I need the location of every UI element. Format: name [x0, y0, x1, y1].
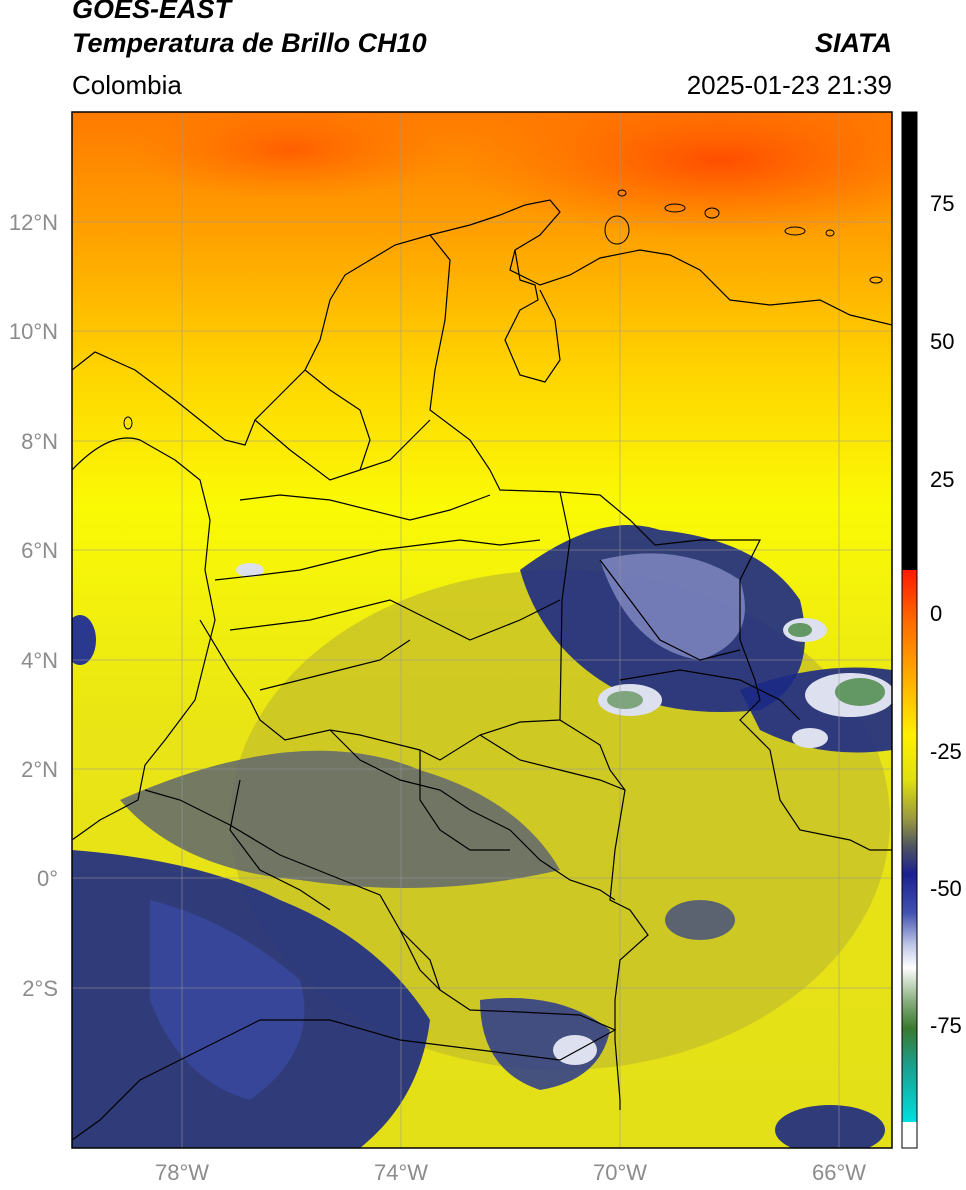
- longitude-labels: 78°W 74°W 70°W 66°W: [155, 1160, 866, 1185]
- country-borders: [72, 199, 892, 1141]
- colorbar-tick: 25: [930, 467, 954, 492]
- colorbar-white-segment: [902, 1122, 917, 1148]
- lon-label: 66°W: [812, 1160, 866, 1185]
- lat-label: 10°N: [9, 319, 58, 344]
- product-title: Temperatura de Brillo CH10: [72, 28, 427, 58]
- colorbar-tick: -50: [930, 876, 962, 901]
- temperature-field: [72, 112, 892, 1148]
- map-frame: [71, 111, 893, 1149]
- lat-label: 0°: [37, 866, 58, 891]
- lat-label: 6°N: [21, 538, 58, 563]
- colorbar-ticks: 75 50 25 0 -25 -50 -75: [930, 191, 962, 1038]
- colorbar-gradient: [902, 570, 917, 1122]
- lat-label: 8°N: [21, 429, 58, 454]
- colorbar-tick: 75: [930, 191, 954, 216]
- region-label: Colombia: [72, 70, 182, 100]
- lat-label: 4°N: [21, 648, 58, 673]
- islands: [123, 189, 883, 430]
- colorbar-tick: -25: [930, 739, 962, 764]
- latitude-labels: 12°N 10°N 8°N 6°N 4°N 2°N 0° 2°S: [9, 210, 58, 1001]
- colorbar-tick: -75: [930, 1013, 962, 1038]
- lon-label: 74°W: [374, 1160, 428, 1185]
- satellite-title: GOES-EAST: [72, 0, 232, 24]
- agency-label: SIATA: [815, 28, 892, 58]
- lon-label: 70°W: [593, 1160, 647, 1185]
- lat-label: 2°S: [22, 976, 58, 1001]
- lat-label: 2°N: [21, 757, 58, 782]
- colorbar-tick: 0: [930, 601, 942, 626]
- colorbar: [901, 111, 918, 1149]
- datetime-label: 2025-01-23 21:39: [686, 70, 892, 100]
- lat-label: 12°N: [9, 210, 58, 235]
- colorbar-black-segment: [902, 112, 917, 570]
- lon-label: 78°W: [155, 1160, 209, 1185]
- colorbar-tick: 50: [930, 329, 954, 354]
